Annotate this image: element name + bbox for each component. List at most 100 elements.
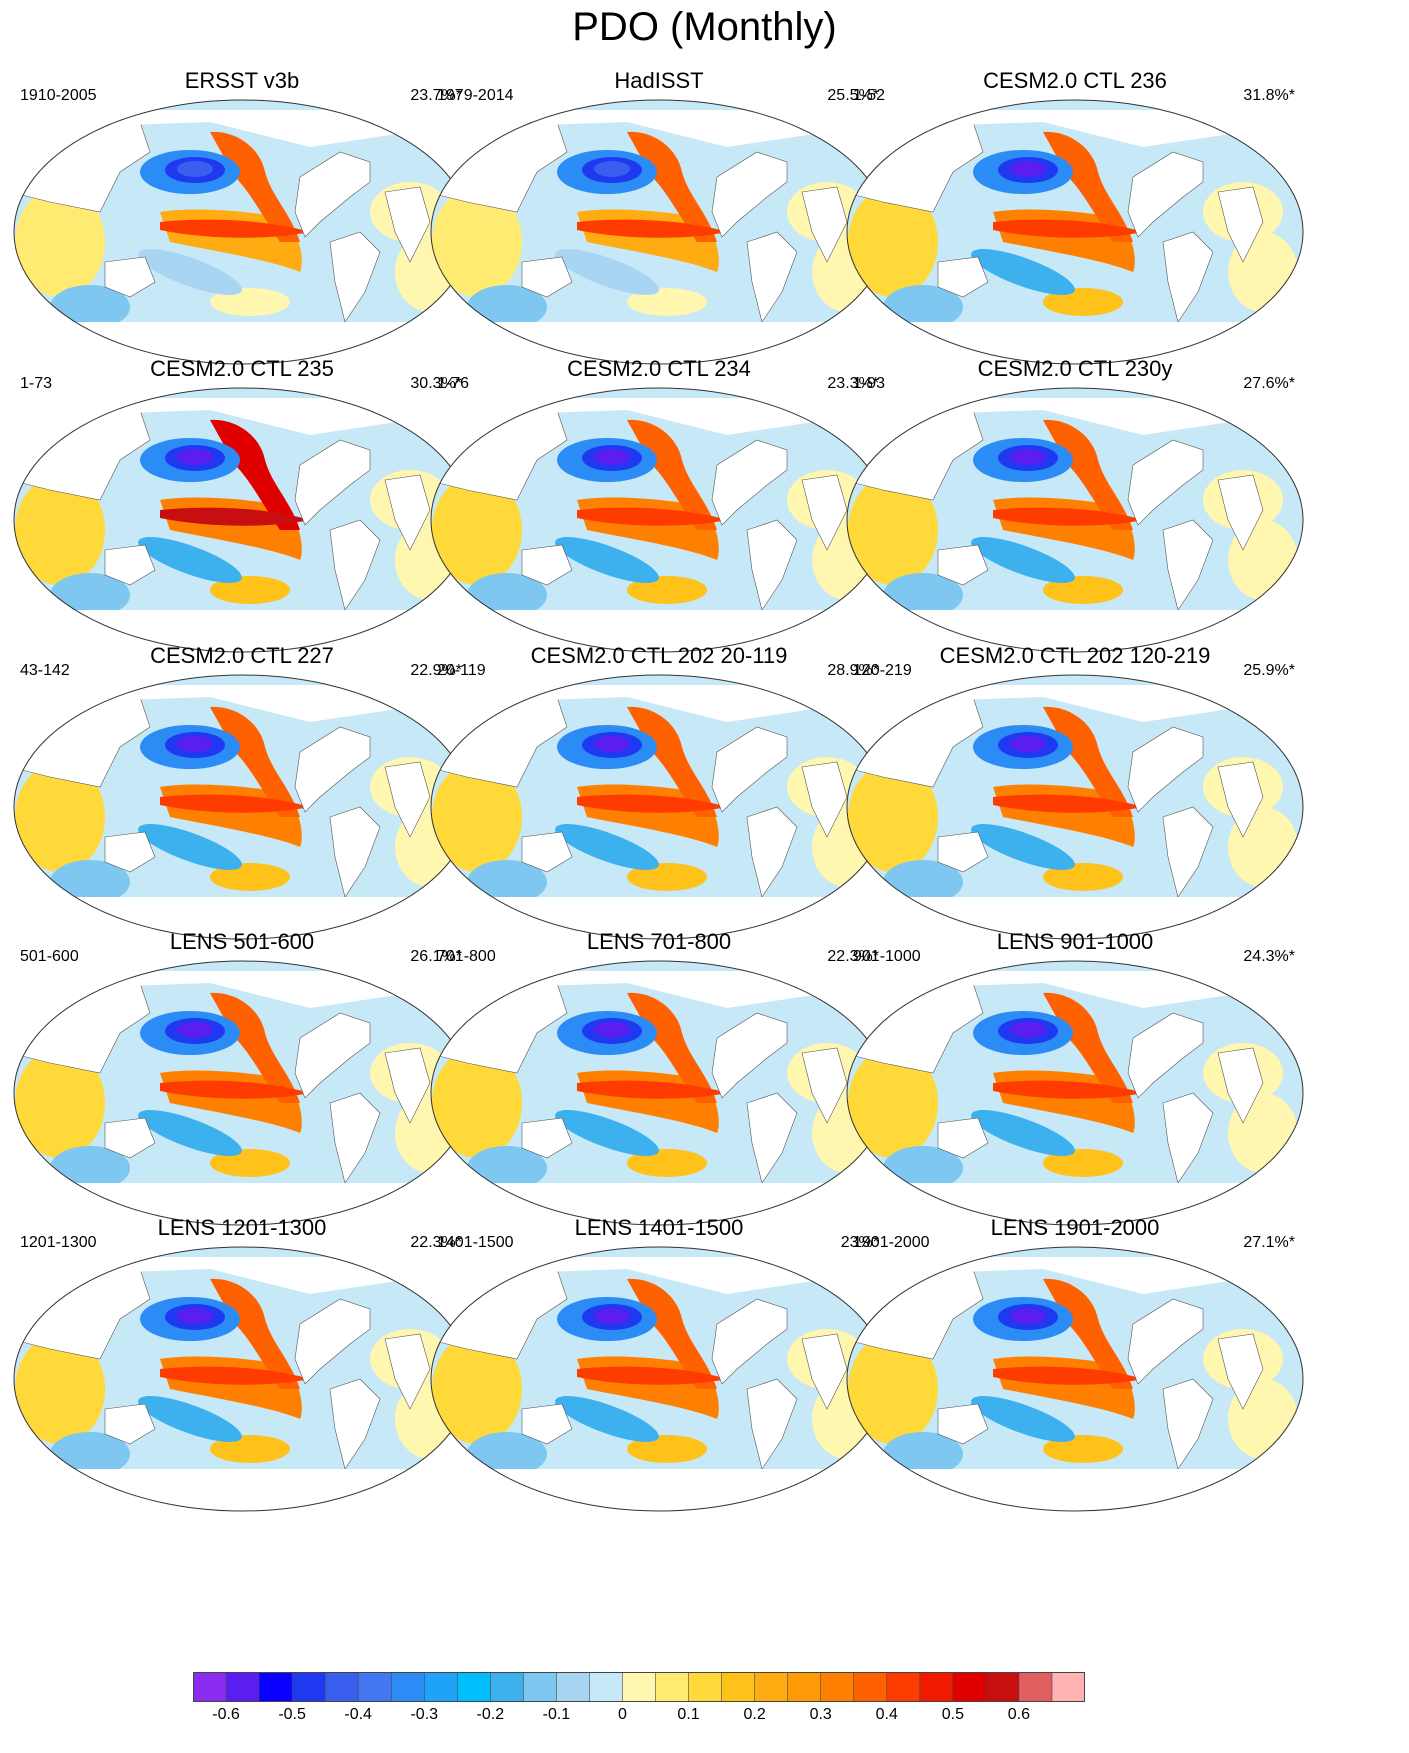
colorbar-swatch xyxy=(589,1672,623,1702)
colorbar-tick-label: -0.2 xyxy=(476,1706,505,1723)
panel-title: CESM2.0 CTL 202 120-219 xyxy=(939,643,1211,668)
pdo-map xyxy=(13,99,471,365)
panel-years: 120-219 xyxy=(853,662,912,679)
colorbar-swatch xyxy=(193,1672,227,1702)
colorbar-swatch xyxy=(919,1672,954,1702)
colorbar-swatch xyxy=(985,1672,1020,1702)
pdo-map xyxy=(430,960,888,1226)
panel-title: LENS 1201-1300 xyxy=(157,1215,327,1240)
colorbar-swatch xyxy=(820,1672,855,1702)
map-panel: CESM2.0 CTL 202 20-119 20-119 28.9%* xyxy=(427,643,891,943)
colorbar-swatch xyxy=(1018,1672,1053,1702)
panel-title: CESM2.0 CTL 227 xyxy=(150,643,334,668)
colorbar-swatch xyxy=(952,1672,987,1702)
panel-variance-pct: 24.3%* xyxy=(1243,948,1295,965)
panel-variance-pct: 22.9%* xyxy=(410,662,462,679)
colorbar-swatch xyxy=(853,1672,888,1702)
colorbar-tick-label: -0.3 xyxy=(410,1706,439,1723)
panel-title: CESM2.0 CTL 235 xyxy=(150,356,334,381)
panel-years: 1201-1300 xyxy=(20,1234,97,1251)
colorbar-swatch xyxy=(556,1672,590,1702)
colorbar-tick-label: 0.5 xyxy=(941,1706,964,1723)
map-panel: CESM2.0 CTL 235 1-73 30.3%* xyxy=(10,356,474,656)
pdo-map xyxy=(846,960,1304,1226)
panel-variance-pct: 28.9%* xyxy=(827,662,879,679)
colorbar xyxy=(193,1672,1085,1702)
pdo-map xyxy=(430,387,888,653)
panel-years: 20-119 xyxy=(437,662,486,679)
panel-title: HadISST xyxy=(614,68,704,93)
panel-variance-pct: 22.3%* xyxy=(410,1234,462,1251)
pdo-map xyxy=(13,674,471,940)
panel-years: 1901-2000 xyxy=(853,1234,930,1251)
panel-title: CESM2.0 CTL 234 xyxy=(567,356,751,381)
panel-years: 1-73 xyxy=(20,375,53,392)
panel-years: 901-1000 xyxy=(853,948,921,965)
panel-variance-pct: 25.5%* xyxy=(827,87,879,104)
panel-variance-pct: 27.1%* xyxy=(1243,1234,1295,1251)
panel-title: LENS 1401-1500 xyxy=(574,1215,744,1240)
panel-years: 43-142 xyxy=(20,662,70,679)
map-panel: LENS 1901-2000 1901-2000 27.1%* xyxy=(843,1215,1307,1515)
panel-title: LENS 1901-2000 xyxy=(990,1215,1160,1240)
map-panel: LENS 701-800 701-800 22.3%* xyxy=(427,929,891,1229)
pdo-map xyxy=(430,99,888,365)
panel-years: 1910-2005 xyxy=(20,87,97,104)
colorbar-swatch xyxy=(655,1672,690,1702)
panel-years: 1-93 xyxy=(853,375,886,392)
colorbar-swatch xyxy=(259,1672,293,1702)
panel-title: LENS 501-600 xyxy=(169,929,315,954)
panel-variance-pct: 25.9%* xyxy=(1243,662,1295,679)
colorbar-tick-label: -0.1 xyxy=(542,1706,571,1723)
colorbar-swatch xyxy=(622,1672,657,1702)
panel-years: 501-600 xyxy=(20,948,79,965)
panel-title: CESM2.0 CTL 230y xyxy=(977,356,1173,381)
colorbar-swatch xyxy=(490,1672,524,1702)
panel-title: LENS 701-800 xyxy=(586,929,732,954)
colorbar-swatch xyxy=(226,1672,260,1702)
colorbar-swatch xyxy=(721,1672,756,1702)
panel-title: CESM2.0 CTL 236 xyxy=(983,68,1167,93)
pdo-map xyxy=(13,387,471,653)
colorbar-tick-label: 0 xyxy=(618,1706,627,1723)
panel-variance-pct: 31.8%* xyxy=(1243,87,1295,104)
panel-years: 1401-1500 xyxy=(437,1234,514,1251)
pdo-map xyxy=(846,387,1304,653)
colorbar-swatch xyxy=(292,1672,326,1702)
colorbar-swatch xyxy=(391,1672,425,1702)
panel-variance-pct: 23.7%* xyxy=(410,87,462,104)
colorbar-tick-label: 0.4 xyxy=(875,1706,898,1723)
map-panel: HadISST 1979-2014 25.5%* xyxy=(427,68,891,368)
colorbar-swatch xyxy=(886,1672,921,1702)
map-panel: CESM2.0 CTL 227 43-142 22.9%* xyxy=(10,643,474,943)
colorbar-tick-label: -0.6 xyxy=(212,1706,240,1723)
colorbar-swatch xyxy=(754,1672,789,1702)
panel-variance-pct: 23%* xyxy=(840,1234,879,1251)
colorbar-tick-label: 0.6 xyxy=(1007,1706,1031,1723)
panel-years: 701-800 xyxy=(437,948,496,965)
colorbar-swatch xyxy=(523,1672,557,1702)
map-panel: LENS 501-600 501-600 26.1%* xyxy=(10,929,474,1229)
panel-title: CESM2.0 CTL 202 20-119 xyxy=(530,643,788,668)
panel-variance-pct: 30.3%* xyxy=(410,375,462,392)
map-panel: CESM2.0 CTL 230y 1-93 27.6%* xyxy=(843,356,1307,656)
pdo-map xyxy=(430,1246,888,1512)
colorbar-tick-label: -0.5 xyxy=(278,1706,306,1723)
colorbar-swatch xyxy=(325,1672,359,1702)
map-panel: LENS 901-1000 901-1000 24.3%* xyxy=(843,929,1307,1229)
pdo-map xyxy=(13,1246,471,1512)
colorbar-swatch xyxy=(457,1672,491,1702)
colorbar-tick-label: 0.1 xyxy=(677,1706,700,1723)
map-panel: LENS 1201-1300 1201-1300 22.3%* xyxy=(10,1215,474,1515)
panel-title: LENS 901-1000 xyxy=(996,929,1154,954)
figure-title: PDO (Monthly) xyxy=(572,5,837,49)
pdo-map xyxy=(846,674,1304,940)
colorbar-tick-label: 0.2 xyxy=(743,1706,766,1723)
colorbar-swatch xyxy=(787,1672,822,1702)
colorbar-tick-label: 0.3 xyxy=(809,1706,832,1723)
panel-variance-pct: 27.6%* xyxy=(1243,375,1295,392)
map-panel: LENS 1401-1500 1401-1500 23%* xyxy=(427,1215,891,1515)
panel-title: ERSST v3b xyxy=(184,68,300,93)
panel-years: 1-76 xyxy=(437,375,470,392)
panel-variance-pct: 26.1%* xyxy=(410,948,462,965)
